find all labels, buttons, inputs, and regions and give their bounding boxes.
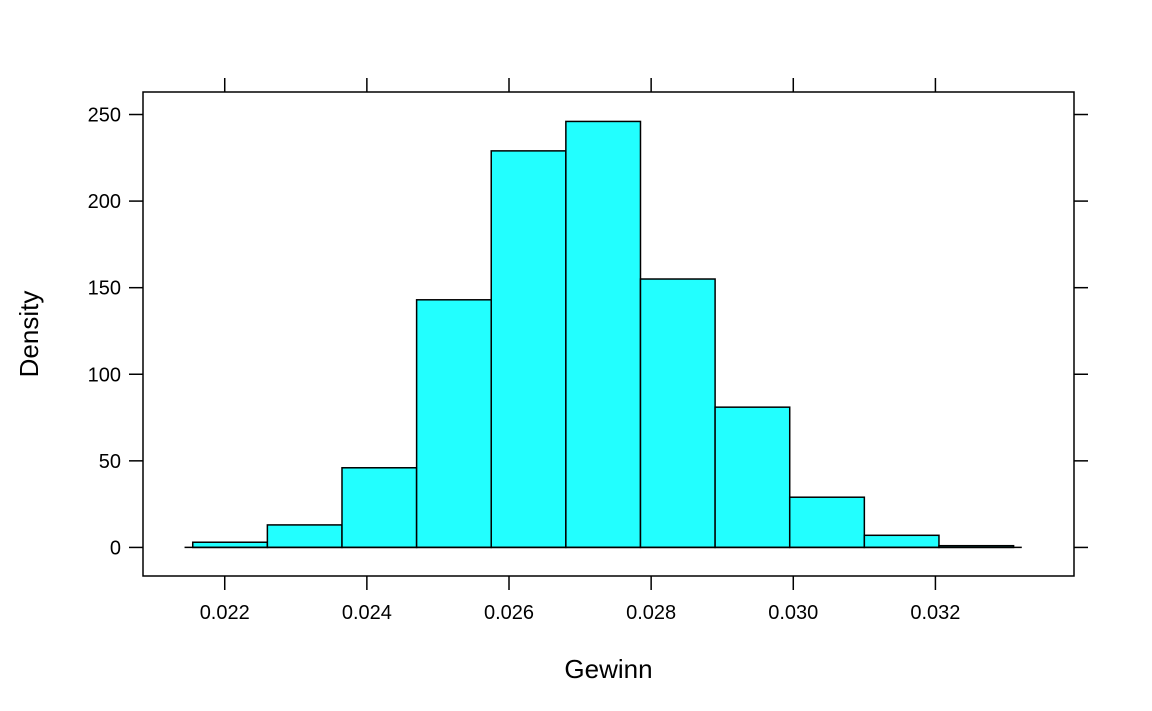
x-tick-label: 0.024 bbox=[342, 602, 392, 624]
x-axis-title: Gewinn bbox=[564, 654, 652, 684]
histogram-bar bbox=[490, 150, 567, 549]
histogram-bar bbox=[415, 299, 492, 549]
y-tick-label: 250 bbox=[88, 105, 121, 127]
bars-group bbox=[191, 120, 1015, 549]
x-tick-label: 0.028 bbox=[626, 602, 676, 624]
plot-frame bbox=[142, 91, 1075, 577]
x-axis-ticks: 0.022 0.024 0.026 0.028 0.030 0.032 bbox=[200, 78, 960, 624]
x-tick-label: 0.026 bbox=[484, 602, 534, 624]
histogram-bar bbox=[788, 496, 866, 549]
histogram-bar bbox=[565, 120, 642, 549]
histogram-bar bbox=[714, 406, 791, 549]
x-tick-label: 0.030 bbox=[768, 602, 818, 624]
y-tick-label: 150 bbox=[88, 278, 121, 300]
y-axis-ticks: 0 50 100 150 200 250 bbox=[88, 105, 1088, 559]
y-tick-label: 50 bbox=[99, 451, 121, 473]
histogram-bar bbox=[863, 534, 940, 549]
histogram-bar bbox=[639, 278, 716, 549]
histogram-bar bbox=[266, 524, 343, 549]
x-tick-label: 0.022 bbox=[200, 602, 250, 624]
y-axis-title: Density bbox=[14, 291, 44, 378]
histogram-bar bbox=[341, 467, 418, 549]
y-tick-label: 200 bbox=[88, 191, 121, 213]
histogram-bar bbox=[191, 541, 269, 549]
x-tick-label: 0.032 bbox=[910, 602, 960, 624]
y-tick-label: 0 bbox=[110, 537, 121, 559]
y-tick-label: 100 bbox=[88, 364, 121, 386]
